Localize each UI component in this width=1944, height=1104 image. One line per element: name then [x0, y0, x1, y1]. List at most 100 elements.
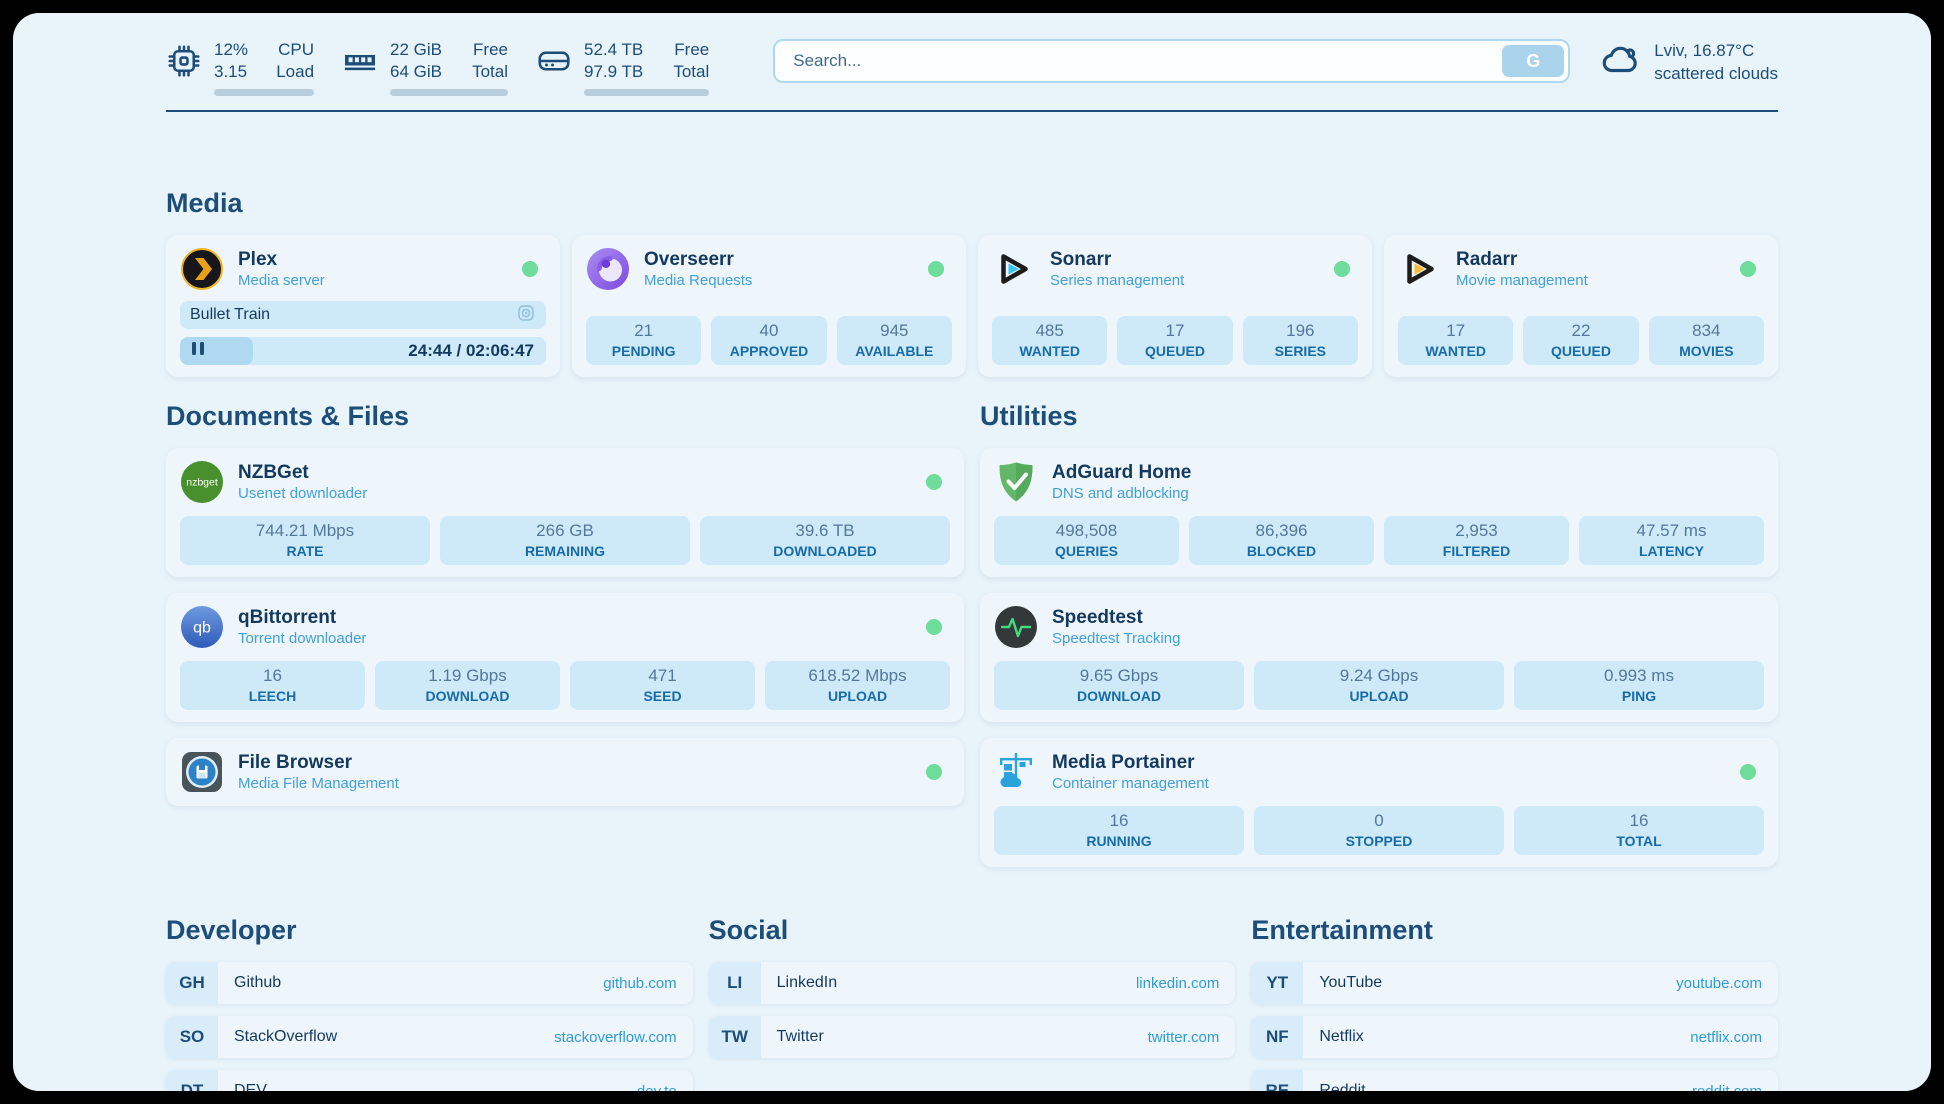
stat-label: APPROVED [729, 343, 809, 360]
stat-box: 22 QUEUED [1523, 316, 1639, 366]
weather-summary: Lviv, 16.87°C [1654, 40, 1755, 60]
link-row-netflix[interactable]: NF Netflix netflix.com [1251, 1016, 1778, 1059]
stat-value: 39.6 TB [795, 521, 855, 541]
app-subtitle: Media File Management [238, 775, 399, 793]
adguard-icon [994, 460, 1038, 504]
stat-label: AVAILABLE [855, 343, 934, 360]
stat-label: SEED [643, 688, 682, 705]
app-card-filebrowser[interactable]: File Browser Media File Management [166, 738, 964, 807]
stat-box: 2,953 FILTERED [1384, 516, 1569, 566]
link-name: Github [234, 974, 282, 992]
stat-box: 0.993 ms PING [1514, 661, 1764, 711]
app-card-sonarr[interactable]: Sonarr Series management 485 WANTED 17 Q… [978, 235, 1372, 378]
stat-label: LEECH [248, 688, 297, 705]
link-badge: SO [166, 1016, 218, 1059]
app-name: File Browser [238, 752, 353, 774]
stat-label: UPLOAD [827, 688, 888, 705]
section-heading-social: Social [708, 915, 789, 946]
now-playing-title: Bullet Train [190, 306, 271, 324]
app-subtitle: Torrent downloader [238, 630, 367, 648]
speedtest-icon [994, 605, 1038, 649]
stat-label: QUEUED [1551, 343, 1611, 360]
link-url: dev.to [637, 1083, 677, 1091]
middle-grid: Documents & Files nzbget NZBGet Usenet d [166, 401, 1778, 868]
app-subtitle: Container management [1052, 775, 1209, 793]
playback-progress-fill [180, 337, 254, 366]
link-badge: YT [1251, 962, 1304, 1005]
app-subtitle: DNS and adblocking [1052, 485, 1189, 503]
link-row-github[interactable]: GH Github github.com [166, 962, 693, 1005]
link-url: github.com [603, 974, 677, 992]
status-dot [522, 261, 538, 278]
search-input[interactable] [775, 41, 1499, 81]
portainer-icon [994, 750, 1038, 794]
app-card-nzbget[interactable]: nzbget NZBGet Usenet downloader 744.21 M… [166, 448, 964, 578]
bookmark-group-social: Social LI LinkedIn linkedin.com TW Twitt… [708, 915, 1236, 1091]
stat-label: PING [1621, 688, 1657, 705]
link-row-youtube[interactable]: YT YouTube youtube.com [1251, 962, 1778, 1005]
cpu-progress-bar [214, 89, 315, 97]
stat-box: 21 PENDING [586, 316, 702, 366]
app-card-adguard[interactable]: AdGuard Home DNS and adblocking 498,508 … [980, 448, 1778, 578]
stat-value: 40 [759, 321, 779, 341]
radarr-icon [1398, 247, 1442, 291]
filebrowser-icon [180, 750, 224, 794]
topbar: 12% 3.15 CPU Load [166, 39, 1778, 97]
utilities-column: Utilities AdGuard Home [980, 401, 1778, 868]
stat-box: 744.21 Mbps RATE [180, 516, 430, 566]
link-badge: GH [166, 962, 218, 1005]
stat-value: 16 [1109, 811, 1129, 831]
stat-box: 9.24 Gbps UPLOAD [1254, 661, 1504, 711]
link-url: netflix.com [1690, 1028, 1762, 1046]
stat-box: 498,508 QUERIES [994, 516, 1179, 566]
app-name: Speedtest [1052, 607, 1143, 629]
status-dot [1740, 261, 1756, 278]
link-row-reddit[interactable]: RE Reddit reddit.com [1251, 1070, 1778, 1091]
stat-box: 834 MOVIES [1648, 316, 1764, 366]
stat-label: DOWNLOADED [773, 543, 877, 560]
section-heading-entertainment: Entertainment [1251, 915, 1433, 946]
documents-column: Documents & Files nzbget NZBGet Usenet d [166, 401, 964, 807]
stat-value: 16 [1629, 811, 1649, 831]
link-badge: DT [166, 1070, 218, 1091]
app-card-overseerr[interactable]: Overseerr Media Requests 21 PENDING 40 A… [572, 235, 966, 378]
stat-value: 1.19 Gbps [428, 666, 507, 686]
app-card-portainer[interactable]: Media Portainer Container management 16 … [980, 738, 1778, 868]
now-playing-options-icon[interactable] [516, 303, 536, 328]
stat-value: 744.21 Mbps [255, 521, 355, 541]
ram-values: 22 GiB 64 GiB [390, 40, 443, 82]
link-row-twitter[interactable]: TW Twitter twitter.com [708, 1016, 1236, 1059]
stat-box: 1.19 Gbps DOWNLOAD [375, 661, 560, 711]
link-row-dev[interactable]: DT DEV dev.to [166, 1070, 693, 1091]
bookmark-group-entertainment: Entertainment YT YouTube youtube.com NF … [1251, 915, 1778, 1091]
stat-value: 471 [648, 666, 677, 686]
stat-value: 16 [263, 666, 282, 686]
stat-label: STOPPED [1345, 833, 1413, 850]
search-engine-button[interactable]: G [1502, 45, 1565, 77]
stat-value: 196 [1286, 321, 1315, 341]
app-card-radarr[interactable]: Radarr Movie management 17 WANTED 22 QUE… [1384, 235, 1778, 378]
stat-value: 17 [1165, 321, 1185, 341]
link-row-stackoverflow[interactable]: SO StackOverflow stackoverflow.com [166, 1016, 693, 1059]
cpu-labels: CPU Load [276, 40, 315, 82]
stat-label: WANTED [1019, 343, 1080, 360]
status-dot [928, 261, 944, 278]
stat-label: WANTED [1425, 343, 1486, 360]
ram-monitor: 22 GiB 64 GiB Free Total [342, 39, 509, 97]
app-card-speedtest[interactable]: Speedtest Speedtest Tracking 9.65 Gbps D… [980, 593, 1778, 723]
stat-value: 17 [1446, 321, 1466, 341]
weather-widget: Lviv, 16.87°C scattered clouds [1600, 39, 1778, 86]
status-dot [1334, 261, 1350, 278]
topbar-divider [166, 110, 1778, 113]
ram-labels: Free Total [472, 40, 509, 82]
cpu-chip-icon [166, 43, 202, 79]
link-row-linkedin[interactable]: LI LinkedIn linkedin.com [708, 962, 1236, 1005]
app-card-plex[interactable]: Plex Media server Bullet Train [166, 235, 560, 378]
status-dot [926, 474, 942, 491]
ram-progress-bar [390, 89, 509, 97]
qbittorrent-icon: qb [180, 605, 224, 649]
stat-box: 9.65 Gbps DOWNLOAD [994, 661, 1244, 711]
status-dot [1740, 764, 1756, 781]
ram-icon [342, 43, 378, 79]
app-card-qbittorrent[interactable]: qb qBittorrent Torrent downloader 16 LEE… [166, 593, 964, 723]
